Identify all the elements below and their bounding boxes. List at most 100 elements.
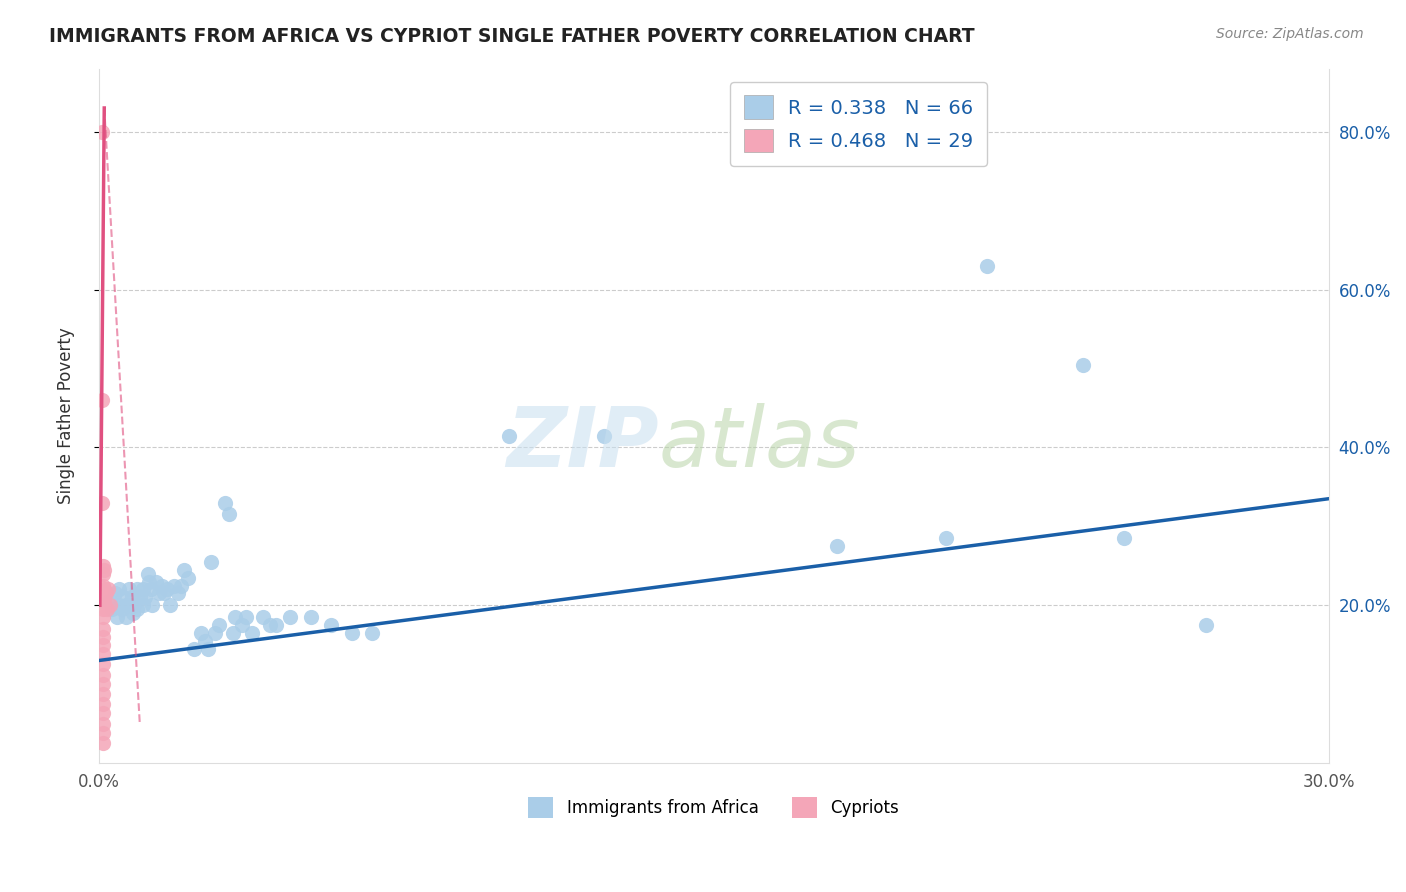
Point (121, 591, 143, 605)
Point (194, 633, 217, 648)
Point (91, 638, 114, 652)
Point (299, 610, 322, 624)
Point (131, 599, 153, 613)
Point (125, 602, 148, 616)
Point (190, 626, 212, 640)
Point (136, 566, 159, 581)
Point (825, 539, 848, 553)
Point (167, 586, 190, 600)
Point (115, 610, 138, 624)
Point (90, 496, 112, 510)
Point (122, 606, 145, 620)
Y-axis label: Single Father Poverty: Single Father Poverty (58, 327, 75, 504)
Point (91, 706, 114, 721)
Point (111, 602, 134, 616)
Point (163, 578, 186, 592)
Point (153, 586, 176, 600)
Point (91, 657, 114, 672)
Text: Source: ZipAtlas.com: Source: ZipAtlas.com (1216, 27, 1364, 41)
Point (131, 582, 153, 597)
Point (935, 531, 957, 545)
Point (134, 591, 156, 605)
Point (98, 599, 121, 613)
Point (91, 610, 114, 624)
Point (208, 618, 231, 632)
Legend: Immigrants from Africa, Cypriots: Immigrants from Africa, Cypriots (522, 790, 905, 824)
Point (108, 599, 131, 613)
Point (124, 599, 146, 613)
Point (108, 582, 131, 597)
Point (183, 641, 205, 656)
Point (118, 582, 141, 597)
Point (976, 259, 998, 273)
Point (224, 610, 246, 624)
Point (176, 571, 198, 585)
Point (145, 574, 167, 589)
Point (593, 428, 616, 442)
Point (197, 641, 219, 656)
Point (90, 392, 112, 407)
Point (91, 736, 114, 750)
Point (101, 602, 124, 616)
Point (93, 594, 115, 608)
Point (91, 647, 114, 661)
Point (278, 610, 301, 624)
Point (138, 574, 160, 589)
Point (91, 677, 114, 691)
Point (115, 599, 138, 613)
Point (222, 626, 245, 640)
Point (91, 558, 114, 573)
Point (91, 591, 114, 605)
Point (104, 586, 127, 600)
Point (91, 630, 114, 644)
Point (91, 687, 114, 701)
Point (150, 578, 173, 592)
Point (159, 599, 181, 613)
Point (98, 594, 121, 608)
Point (91, 667, 114, 681)
Point (498, 428, 520, 442)
Point (252, 610, 274, 624)
Point (91, 726, 114, 740)
Point (94, 586, 117, 600)
Point (156, 582, 179, 597)
Point (231, 618, 253, 632)
Text: ZIP: ZIP (506, 403, 658, 484)
Point (340, 626, 363, 640)
Point (125, 582, 148, 597)
Point (93, 582, 115, 597)
Text: IMMIGRANTS FROM AFRICA VS CYPRIOT SINGLE FATHER POVERTY CORRELATION CHART: IMMIGRANTS FROM AFRICA VS CYPRIOT SINGLE… (49, 27, 974, 45)
Point (259, 618, 281, 632)
Point (112, 591, 135, 605)
Point (218, 508, 240, 522)
Point (235, 610, 257, 624)
Point (91, 697, 114, 711)
Point (1112, 531, 1135, 545)
Point (118, 599, 141, 613)
Point (90, 125, 112, 139)
Point (266, 618, 288, 632)
Point (240, 626, 263, 640)
Point (91, 622, 114, 636)
Point (204, 626, 226, 640)
Point (214, 496, 236, 510)
Point (200, 555, 222, 569)
Point (128, 591, 150, 605)
Point (96, 602, 118, 616)
Point (173, 563, 195, 577)
Point (91, 602, 114, 616)
Point (148, 586, 170, 600)
Point (170, 578, 193, 592)
Point (93, 563, 115, 577)
Point (91, 716, 114, 731)
Point (141, 599, 163, 613)
Point (91, 566, 114, 581)
Point (91, 578, 114, 592)
Text: atlas: atlas (658, 403, 860, 484)
Point (321, 618, 343, 632)
Point (361, 626, 384, 640)
Point (105, 610, 128, 624)
Point (97, 582, 120, 597)
Point (139, 582, 162, 597)
Point (1195, 618, 1218, 632)
